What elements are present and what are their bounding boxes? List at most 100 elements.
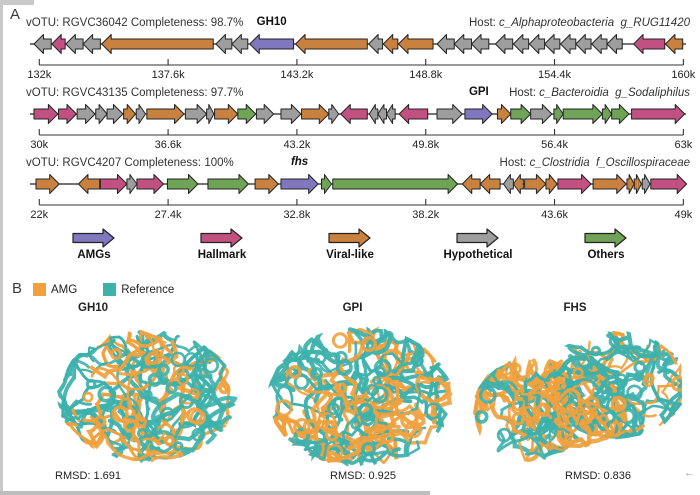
legend-label: Hallmark xyxy=(197,249,247,261)
ribbon-curl xyxy=(334,350,348,365)
ribbon-strand xyxy=(335,436,411,466)
ribbon-strand xyxy=(393,342,444,382)
ribbon-curl xyxy=(360,411,375,427)
gene-arrow-hyp xyxy=(436,34,455,54)
ribbon-curl xyxy=(331,332,349,349)
ribbon-curl xyxy=(137,428,148,439)
panel-a-label: A xyxy=(10,6,21,23)
axis-tick-label: 32.8k xyxy=(283,209,310,221)
votu-completeness-label: vOTU: RGVC36042 Completeness: 98.7% xyxy=(26,17,244,29)
ribbon-curl xyxy=(146,351,160,366)
ribbon-curl xyxy=(192,375,207,390)
ribbon-curl xyxy=(176,373,189,386)
ribbon-curl xyxy=(336,382,348,394)
ribbon-curl xyxy=(325,427,339,442)
ribbon-strand xyxy=(267,349,318,393)
protein-structure-overlay xyxy=(473,331,682,463)
gene-arrow-vir xyxy=(633,174,643,194)
gene-arrow-amg xyxy=(280,174,319,194)
ribbon-strand xyxy=(83,377,156,446)
legend-swatch-ref xyxy=(103,283,117,296)
legend-label: AMGs xyxy=(77,249,111,261)
gene-arrow-hyp xyxy=(368,104,379,124)
legend-label: Viral-like xyxy=(326,249,374,261)
gene-arrow-oth xyxy=(562,104,603,124)
structure-title: GH10 xyxy=(78,302,109,314)
gene-arrow-oth xyxy=(166,174,199,194)
genome-map: 30k 36.6k 43.2k 49.8k 56.4k 63k xyxy=(30,104,693,151)
gene-arrow-vir xyxy=(524,174,547,194)
ribbon-strand xyxy=(303,384,331,457)
ribbon-strand xyxy=(575,410,615,435)
gene-arrow-vir xyxy=(101,34,214,54)
ribbon-curl xyxy=(142,389,153,400)
window-edge-left xyxy=(0,4,3,495)
axis-tick-label: 154.4k xyxy=(538,69,572,81)
ribbon-strand xyxy=(87,342,130,363)
gene-arrow-vir xyxy=(295,34,368,54)
amg-gene-label: GH10 xyxy=(256,16,287,28)
legend-item-oth: Others xyxy=(542,228,670,261)
gene-arrow-hall xyxy=(650,174,688,194)
ribbon-curl xyxy=(293,427,311,444)
gene-arrow-vir xyxy=(301,104,330,124)
legend-item-vir: Viral-like xyxy=(286,228,414,261)
ribbon-strand xyxy=(520,386,569,439)
ribbon-curl xyxy=(293,417,311,436)
ribbon-curl xyxy=(188,387,200,399)
genome-track: vOTU: RGVC4207 Completeness: 100% fhs Host… xyxy=(26,156,693,224)
ribbon-curl xyxy=(119,397,133,411)
ribbon-curl xyxy=(474,409,489,424)
rmsd-value: RMSD: 0.836 xyxy=(565,470,632,482)
gene-arrow-hyp xyxy=(494,34,514,54)
gene-arrow-hyp xyxy=(606,34,623,54)
gene-arrow-hall xyxy=(51,34,66,54)
ribbon-curl xyxy=(287,365,302,379)
structure-color-legend: AMG Reference xyxy=(33,283,174,296)
ribbon-strand xyxy=(64,422,143,455)
gene-arrow-hyp xyxy=(280,104,302,124)
structure-panel-gpi: GPI RMSD: 0.925 xyxy=(245,302,460,482)
host-label: Host: c_Alphaproteobacteria g_RUG11420 xyxy=(469,17,690,29)
gene-arrow-vir xyxy=(545,174,558,194)
ribbon-curl xyxy=(372,375,382,385)
gene-arrow-oth xyxy=(237,104,257,124)
gene-arrow-hyp xyxy=(76,104,96,124)
gene-arrow-hyp xyxy=(575,34,592,54)
legend-item-ref: Reference xyxy=(103,283,174,296)
gene-arrow-oth xyxy=(601,104,613,124)
axis-tick-label: 148.8k xyxy=(409,69,443,81)
axis-tick-label: 56.4k xyxy=(541,139,568,151)
ribbon-strand xyxy=(563,370,604,447)
gene-arrow-hyp xyxy=(386,104,396,124)
gene-arrow-oth xyxy=(320,174,332,194)
ribbon-curl xyxy=(360,336,378,353)
axis-tick-label: 49k xyxy=(674,209,692,221)
gene-arrow-hall xyxy=(557,174,592,194)
legend-item-hyp: Hypothetical xyxy=(414,228,542,261)
ribbon-curl xyxy=(97,385,115,403)
gene-arrow-vir xyxy=(664,34,684,54)
gene-arrow-oth xyxy=(611,104,630,124)
ribbon-curl xyxy=(404,420,423,439)
ribbon-curl xyxy=(310,367,324,380)
gene-arrow-hyp xyxy=(33,34,52,54)
track-header: vOTU: RGVC4207 Completeness: 100% fhs Host… xyxy=(26,156,690,172)
ribbon-curl xyxy=(275,399,293,417)
gene-arrow-hyp xyxy=(65,34,84,54)
legend-label: Hypothetical xyxy=(443,249,513,261)
ribbon-curl xyxy=(610,395,627,413)
ribbon-curl xyxy=(478,386,497,404)
legend-arrow-oth xyxy=(584,228,627,248)
ribbon-strand xyxy=(347,327,392,356)
gene-arrow-oth xyxy=(553,104,564,124)
ribbon-curl xyxy=(189,409,206,426)
legend-item-amg: AMG xyxy=(33,283,77,296)
structure-title: GPI xyxy=(342,302,363,314)
ribbon-strand xyxy=(61,397,117,433)
ribbon-curl xyxy=(496,427,512,443)
amg-gene-label: fhs xyxy=(290,156,309,168)
ribbon-strand xyxy=(124,331,213,370)
ribbon-curl xyxy=(110,347,123,360)
host-label: Host: c_Bacteroidia g_Sodaliphilus xyxy=(509,87,690,99)
